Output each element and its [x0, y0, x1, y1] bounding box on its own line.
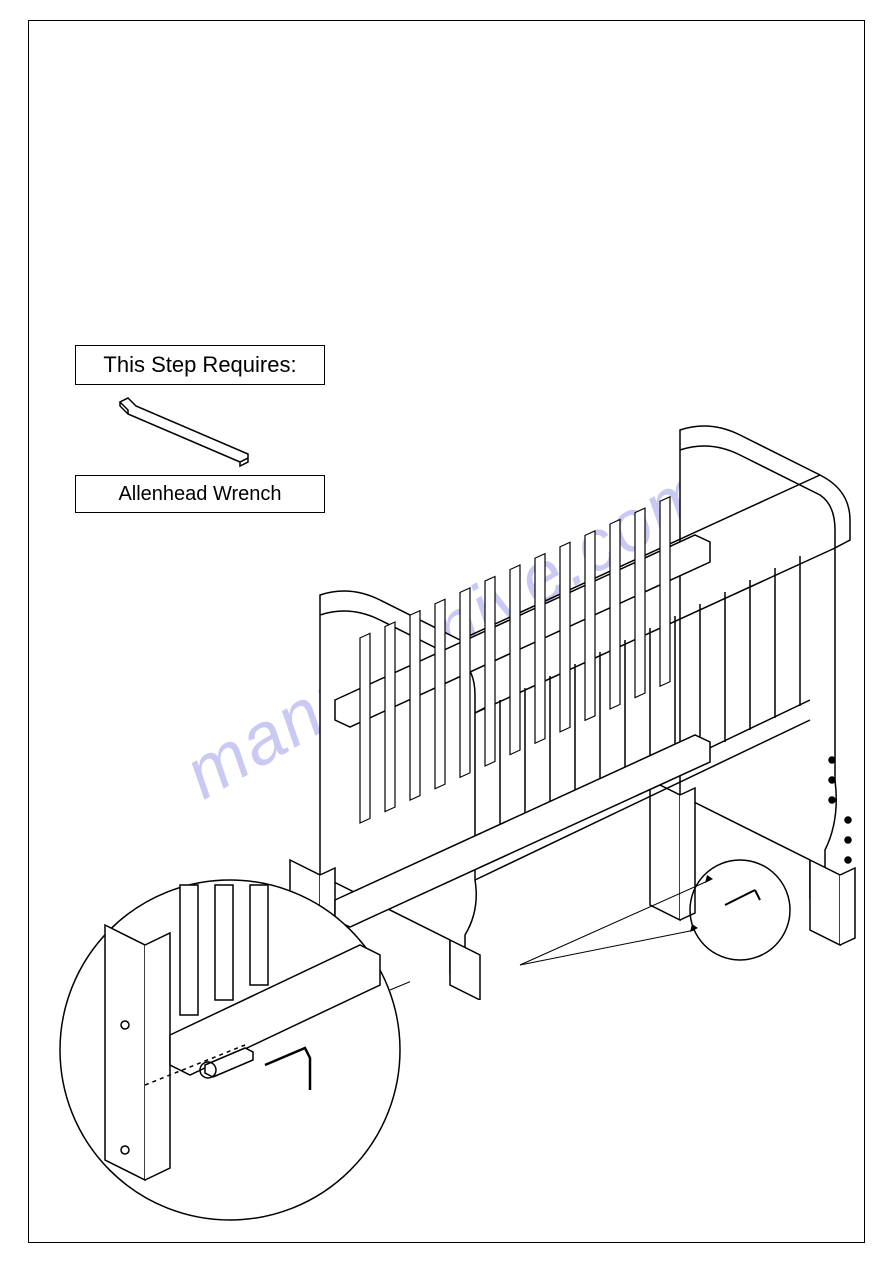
requires-box: This Step Requires: [75, 345, 325, 385]
requires-label: This Step Requires: [103, 352, 296, 378]
detail-callout-circle [50, 870, 410, 1235]
